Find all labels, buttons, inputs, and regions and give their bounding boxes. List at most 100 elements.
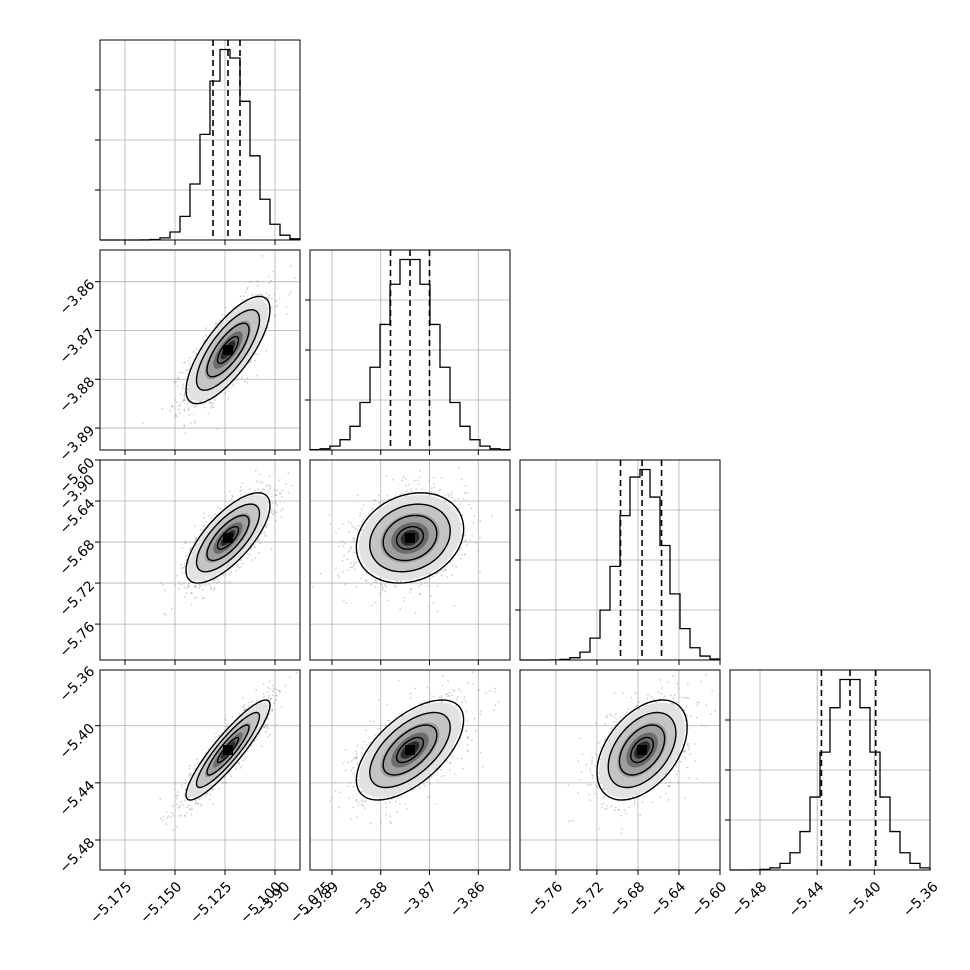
scatter-point (257, 281, 260, 283)
scatter-point (385, 585, 388, 588)
scatter-point (183, 398, 185, 401)
scatter-point (254, 469, 257, 472)
scatter-point (420, 583, 423, 586)
contour-line (216, 335, 240, 365)
scatter-point (183, 794, 186, 796)
scatter-point (185, 587, 188, 589)
panel-frame (309, 459, 511, 661)
scatter-point (474, 542, 477, 544)
scatter-point (183, 425, 186, 428)
scatter-point (386, 495, 388, 497)
scatter-point (194, 525, 197, 527)
contour-line (216, 526, 240, 550)
scatter-point (195, 537, 198, 540)
contour-line (382, 514, 438, 562)
scatter-point (465, 544, 468, 547)
scatter-point (172, 829, 175, 832)
histogram-panel-2 (515, 459, 721, 661)
scatter-point (258, 293, 261, 296)
scatter-point (267, 727, 269, 730)
scatter-point (328, 514, 331, 516)
scatter-point (274, 494, 277, 497)
scatter-point (215, 732, 217, 735)
scatter-point (261, 255, 264, 257)
panel-content (159, 469, 293, 616)
scatter-point (387, 599, 389, 602)
scatter-point (451, 492, 453, 494)
scatter-point (184, 432, 187, 435)
scatter-point (243, 703, 246, 706)
histogram-panel-0 (95, 39, 301, 241)
scatter-point (353, 526, 355, 529)
scatter-point (239, 565, 242, 568)
scatter-point (265, 526, 268, 529)
scatter-point (267, 326, 269, 329)
scatter-point (262, 726, 265, 728)
scatter-point (348, 548, 351, 551)
scatter-point (364, 579, 367, 581)
scatter-point (214, 322, 217, 325)
scatter-point (416, 479, 419, 481)
scatter-point (356, 494, 359, 497)
scatter-point (469, 539, 471, 542)
scatter-point (285, 482, 288, 485)
scatter-point (267, 717, 270, 720)
scatter-point (231, 716, 234, 718)
contour-line (206, 322, 250, 378)
scatter-point (262, 488, 264, 490)
scatter-point (241, 482, 244, 484)
scatter-point (182, 384, 184, 386)
scatter-point (269, 517, 272, 519)
scatter-point (258, 539, 260, 541)
scatter-point (183, 395, 186, 398)
scatter-point (189, 809, 192, 811)
scatter-point (410, 490, 413, 493)
scatter-point (273, 510, 276, 513)
scatter-point (196, 758, 199, 761)
scatter-point (261, 482, 264, 484)
scatter-point (401, 479, 403, 482)
scatter-point (432, 601, 435, 604)
scatter-point (188, 584, 191, 587)
scatter-point (227, 397, 230, 400)
scatter-point (197, 803, 199, 806)
scatter-point (161, 407, 164, 410)
scatter-point (351, 524, 353, 527)
scatter-point (385, 474, 387, 477)
scatter-point (275, 494, 278, 497)
scatter-point (211, 405, 214, 408)
scatter-point (180, 563, 183, 566)
scatter-point (204, 795, 207, 798)
scatter-point (246, 377, 249, 379)
density-peak (405, 532, 415, 543)
scatter-point (243, 380, 246, 383)
scatter-point (403, 596, 406, 599)
histogram-panel-3 (725, 669, 931, 871)
scatter-point (195, 538, 197, 540)
scatter-point (269, 688, 272, 690)
scatter-point (363, 504, 365, 506)
scatter-point (188, 764, 191, 767)
scatter-point (193, 541, 195, 544)
scatter-point (162, 815, 165, 818)
scatter-point (194, 421, 197, 424)
scatter-point (253, 547, 256, 550)
scatter-point (213, 513, 216, 515)
scatter-point (188, 397, 191, 400)
scatter-point (203, 512, 206, 515)
contour-line (195, 309, 261, 391)
scatter-point (175, 380, 178, 383)
scatter-point (267, 484, 270, 487)
scatter-point (274, 315, 277, 318)
histogram-step (309, 258, 511, 451)
scatter-point (290, 291, 292, 294)
scatter-point (253, 546, 256, 548)
scatter-point (460, 557, 462, 560)
scatter-point (190, 592, 193, 594)
scatter-point (257, 551, 260, 554)
scatter-point (188, 774, 191, 777)
scatter-point (273, 512, 275, 515)
scatter-point (267, 275, 270, 278)
scatter-point (341, 540, 344, 543)
scatter-point (279, 492, 282, 495)
